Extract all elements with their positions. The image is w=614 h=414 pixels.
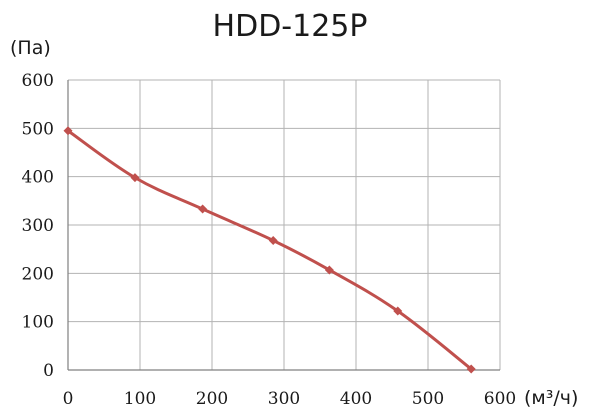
- x-tick-label: 300: [268, 389, 300, 409]
- series-line: [66, 129, 473, 371]
- x-tick-label: 600: [484, 389, 516, 409]
- chart-title: HDD-125P: [213, 9, 368, 44]
- x-tick-label: 0: [63, 389, 74, 409]
- data-point-marker: [466, 364, 476, 374]
- y-tick-label: 0: [43, 361, 54, 381]
- y-tick-label: 500: [22, 119, 54, 139]
- y-axis-label: (Па): [10, 37, 51, 59]
- grid: [67, 79, 501, 371]
- tick-labels: 0 100 200 300 400 500 600 0 100 200 300 400 500 600: [22, 71, 517, 409]
- y-tick-label: 100: [22, 313, 54, 333]
- x-tick-label: 100: [124, 389, 156, 409]
- x-tick-label: 400: [340, 389, 372, 409]
- data-point-marker: [268, 235, 278, 245]
- data-point-marker: [324, 265, 334, 275]
- data-point-marker: [130, 173, 140, 183]
- data-series: [63, 126, 476, 374]
- data-point-marker: [198, 204, 208, 214]
- x-axis-label: (м³/ч): [524, 387, 578, 409]
- y-tick-label: 300: [22, 216, 54, 236]
- x-tick-label: 500: [412, 389, 444, 409]
- y-tick-label: 200: [22, 264, 54, 284]
- data-point-marker: [63, 126, 73, 136]
- y-tick-label: 400: [22, 168, 54, 188]
- x-tick-label: 200: [196, 389, 228, 409]
- y-tick-label: 600: [22, 71, 54, 91]
- data-point-marker: [393, 306, 403, 316]
